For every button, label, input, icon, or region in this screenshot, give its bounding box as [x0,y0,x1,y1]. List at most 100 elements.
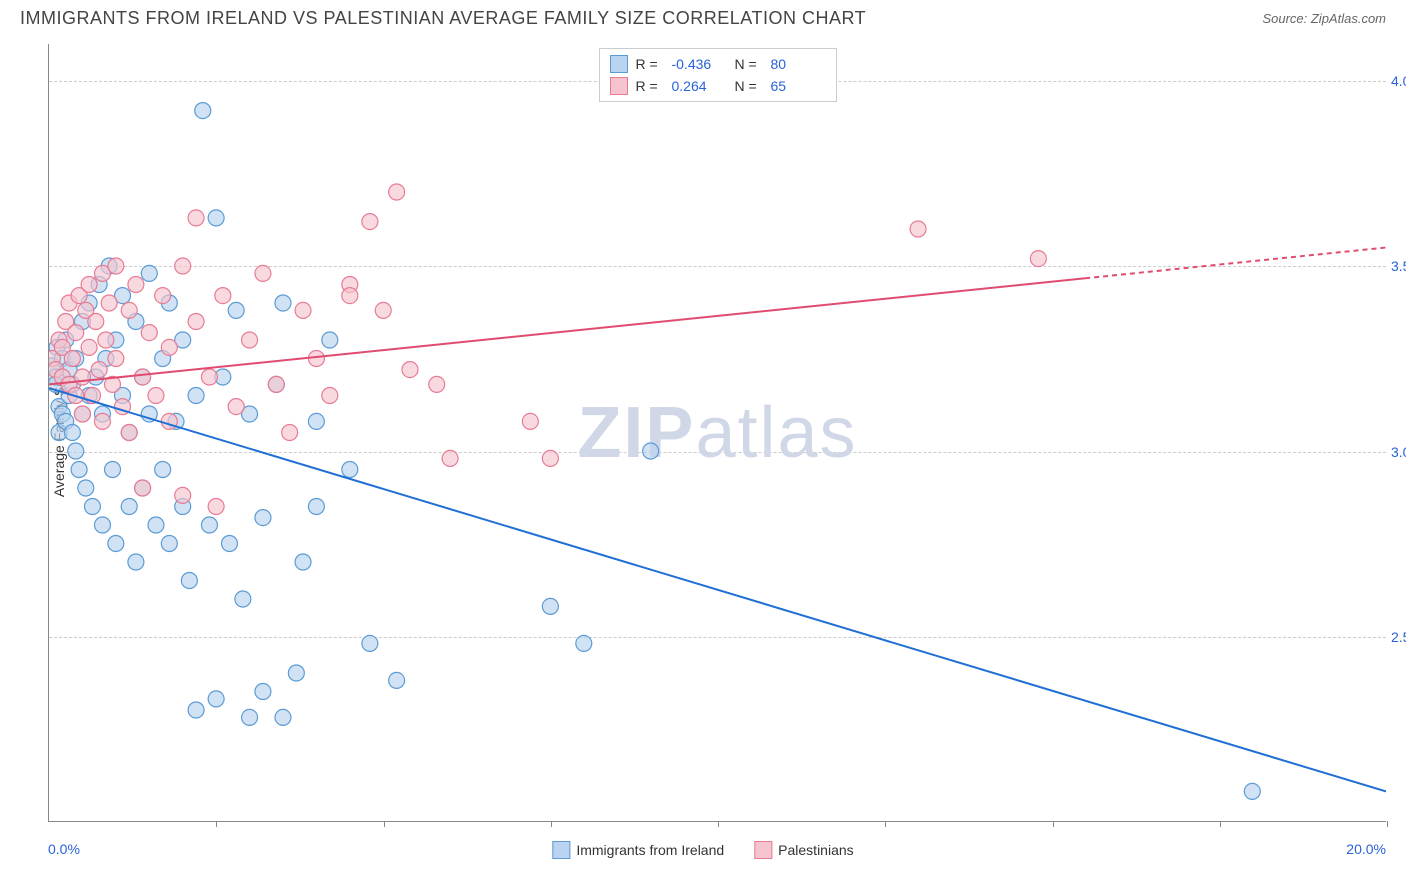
data-point [88,314,104,330]
data-point [242,709,258,725]
trend-line-dashed [1085,248,1386,279]
r-value: 0.264 [672,78,727,94]
r-label: R = [636,56,664,72]
x-tick [1387,821,1388,827]
data-point [342,288,358,304]
data-point [148,388,164,404]
x-tick [1220,821,1221,827]
data-point [175,258,191,274]
data-point [74,369,90,385]
data-point [161,339,177,355]
data-point [108,351,124,367]
data-point [181,573,197,589]
correlation-legend: R = -0.436 N = 80 R = 0.264 N = 65 [599,48,837,102]
data-point [128,277,144,293]
data-point [910,221,926,237]
data-point [522,413,538,429]
data-point [275,709,291,725]
legend-label: Palestinians [778,842,854,858]
correlation-row: R = -0.436 N = 80 [610,53,826,75]
legend-item: Immigrants from Ireland [552,841,724,859]
legend-label: Immigrants from Ireland [576,842,724,858]
data-point [268,376,284,392]
x-axis-max-label: 20.0% [1346,841,1386,857]
n-label: N = [735,78,763,94]
trend-line [49,278,1085,384]
data-point [308,413,324,429]
data-point [322,388,338,404]
data-point [228,302,244,318]
y-tick-label: 4.00 [1391,73,1406,89]
data-point [208,499,224,515]
data-point [389,184,405,200]
data-point [322,332,338,348]
r-label: R = [636,78,664,94]
data-point [135,369,151,385]
data-point [201,369,217,385]
data-point [74,406,90,422]
data-point [542,598,558,614]
data-point [222,536,238,552]
y-tick-label: 3.50 [1391,258,1406,274]
data-point [94,517,110,533]
legend-swatch [754,841,772,859]
data-point [84,499,100,515]
x-tick [551,821,552,827]
r-value: -0.436 [672,56,727,72]
data-point [98,332,114,348]
data-point [188,702,204,718]
data-point [68,325,84,341]
series-legend: Immigrants from Ireland Palestinians [552,841,853,859]
data-point [362,214,378,230]
data-point [128,554,144,570]
data-point [188,314,204,330]
data-point [155,288,171,304]
data-point [68,443,84,459]
n-value: 65 [771,78,826,94]
data-point [429,376,445,392]
source-attribution: Source: ZipAtlas.com [1262,11,1386,26]
data-point [402,362,418,378]
data-point [121,302,137,318]
data-point [175,487,191,503]
data-point [64,351,80,367]
data-point [148,517,164,533]
data-point [208,691,224,707]
legend-swatch [552,841,570,859]
data-point [643,443,659,459]
y-tick-label: 3.00 [1391,444,1406,460]
data-point [141,325,157,341]
x-tick [1053,821,1054,827]
scatter-svg [49,44,1386,821]
data-point [141,265,157,281]
data-point [121,499,137,515]
data-point [228,399,244,415]
data-point [362,635,378,651]
data-point [308,499,324,515]
y-tick-label: 2.50 [1391,629,1406,645]
chart-title: IMMIGRANTS FROM IRELAND VS PALESTINIAN A… [20,8,866,29]
data-point [161,536,177,552]
data-point [208,210,224,226]
correlation-row: R = 0.264 N = 65 [610,75,826,97]
data-point [188,210,204,226]
data-point [91,362,107,378]
data-point [81,339,97,355]
data-point [81,277,97,293]
data-point [78,480,94,496]
data-point [235,591,251,607]
data-point [105,462,121,478]
x-tick [384,821,385,827]
data-point [155,462,171,478]
trend-line [49,388,1386,791]
data-point [255,265,271,281]
data-point [201,517,217,533]
data-point [1244,783,1260,799]
n-label: N = [735,56,763,72]
legend-swatch [610,77,628,95]
data-point [64,425,80,441]
chart-plot-area: Average Family Size ZIPatlas R = -0.436 … [48,44,1386,822]
data-point [255,684,271,700]
data-point [282,425,298,441]
data-point [242,332,258,348]
